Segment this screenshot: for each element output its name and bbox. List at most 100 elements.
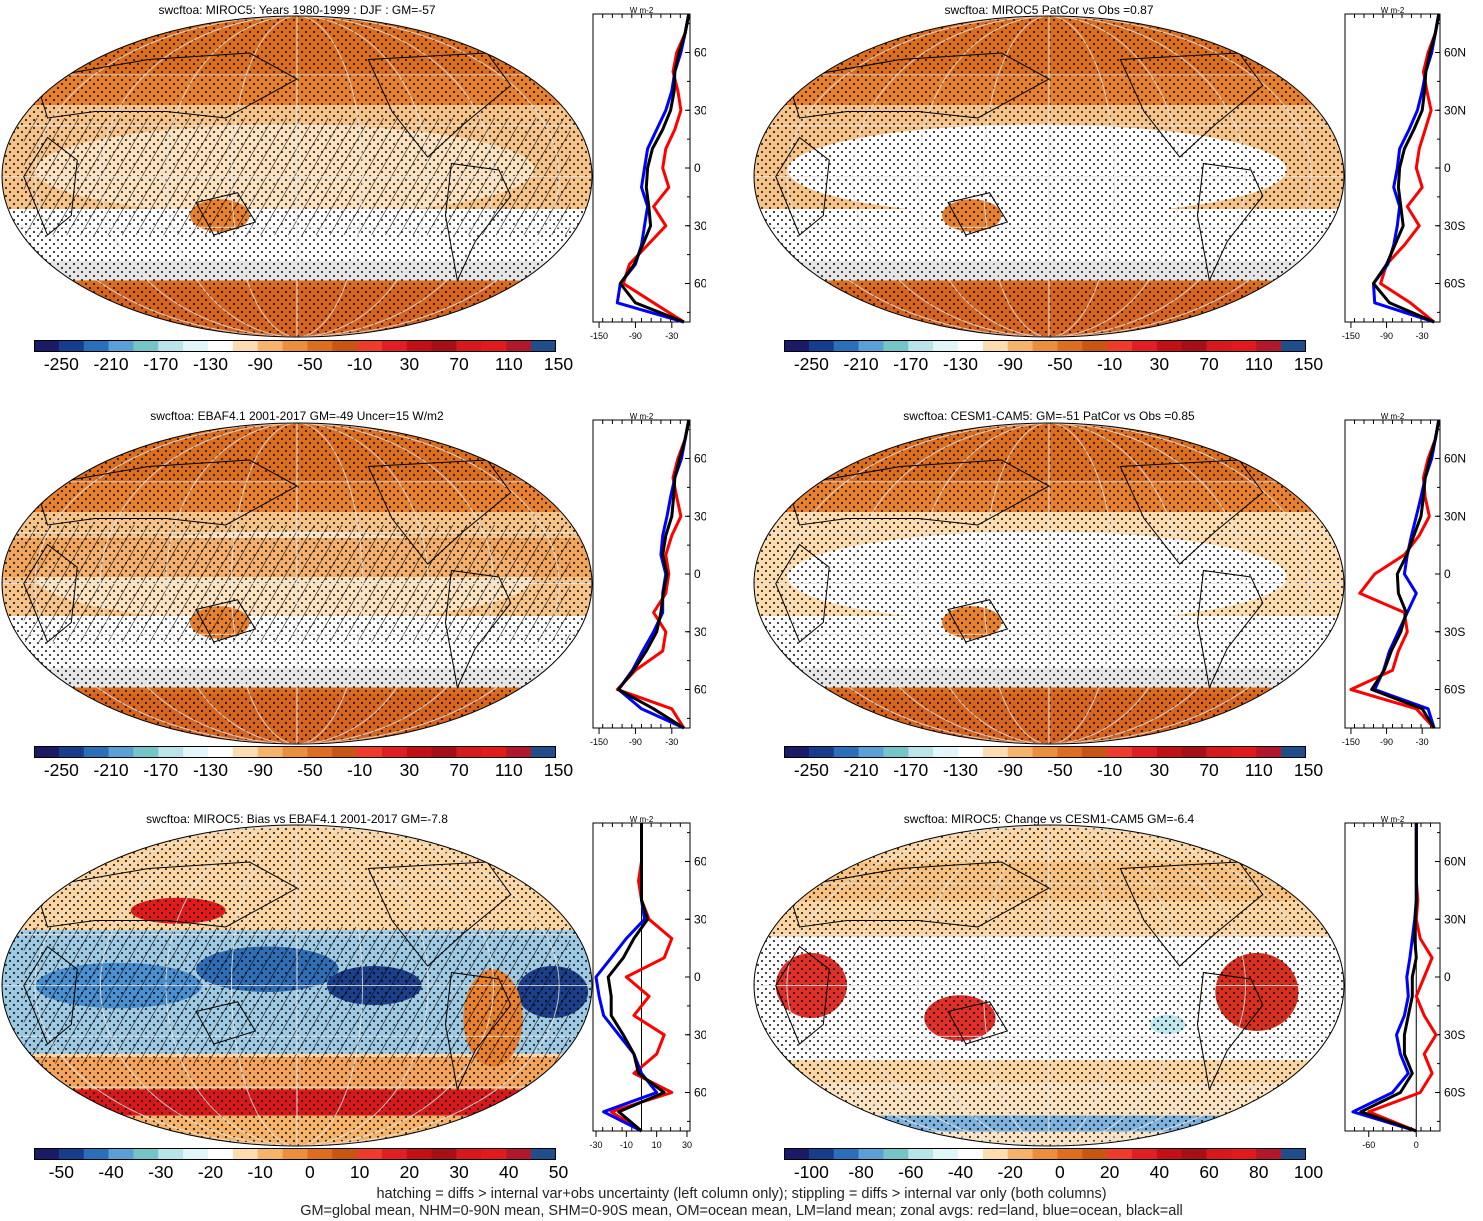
- colorbar-tick-label: 150: [543, 760, 574, 780]
- colorbar-tick-label: -10: [1096, 354, 1123, 374]
- colorbar-tick-label: -10: [346, 760, 373, 780]
- lat-tick-label: 30S: [694, 625, 706, 639]
- lat-tick-label: 60N: [1444, 46, 1466, 60]
- colorbar-bin: [1007, 746, 1033, 758]
- colorbar-tick-label: -100: [793, 1162, 829, 1182]
- colorbar-tick-label: 40: [499, 1162, 519, 1182]
- colorbar-tick-label: -130: [192, 760, 228, 780]
- zonal-series-land: [621, 13, 691, 324]
- colorbar-bin: [1032, 340, 1058, 352]
- colorbar-bin: [232, 340, 259, 352]
- colorbar-bin: [208, 340, 234, 352]
- colorbar-bin: [1156, 1148, 1183, 1160]
- colorbar-bin: [833, 340, 859, 352]
- colorbar-bin: [58, 1148, 85, 1160]
- x-tick-label: 30: [682, 1140, 692, 1150]
- panel-2-title: swcftoa: MIROC5 PatCor vs Obs =0.87: [944, 3, 1154, 17]
- colorbar-bin: [784, 746, 810, 758]
- colorbar-bin: [1181, 340, 1207, 352]
- colorbar-tick-label: 150: [1293, 760, 1324, 780]
- lat-tick-label: 60S: [694, 683, 706, 697]
- colorbar-bin: [257, 1148, 283, 1160]
- panel-2-colorbar: [784, 340, 1306, 352]
- zonal-series-all: [1370, 419, 1441, 729]
- colorbar-tick-label: 70: [1199, 354, 1219, 374]
- colorbar-tick-label: 30: [1149, 354, 1170, 374]
- colorbar-bin: [982, 340, 1009, 352]
- colorbar-bin: [58, 746, 85, 758]
- lat-tick-label: 60S: [694, 277, 706, 291]
- panel-5-title: swcftoa: MIROC5: Bias vs EBAF4.1 2001-20…: [146, 812, 448, 826]
- colorbar-tick-label: -50: [297, 354, 323, 374]
- colorbar-bin: [456, 746, 482, 758]
- lat-tick-label: 60S: [1444, 277, 1465, 291]
- lat-tick-label: 30S: [1444, 1028, 1465, 1042]
- colorbar-bin: [108, 746, 134, 758]
- colorbar-bin: [808, 1148, 835, 1160]
- colorbar-bin: [183, 1148, 209, 1160]
- x-tick-label: 0: [1414, 1140, 1419, 1150]
- colorbar-tick-label: 30: [399, 354, 420, 374]
- colorbar-bin: [908, 746, 934, 758]
- colorbar-bin: [1181, 746, 1207, 758]
- colorbar-bin: [83, 1148, 109, 1160]
- lat-tick-label: 30N: [694, 103, 706, 117]
- colorbar-bin: [1231, 1148, 1257, 1160]
- colorbar-tick-label: 70: [449, 760, 469, 780]
- lat-tick-label: 30N: [694, 912, 706, 926]
- x-tick-label: -90: [1380, 737, 1393, 747]
- colorbar-bin: [1231, 340, 1257, 352]
- panel-4-map: [753, 422, 1345, 745]
- footer-line-1: hatching = diffs > internal var+obs unce…: [376, 1186, 1107, 1202]
- panel-1-title: swcftoa: MIROC5: Years 1980-1999 : DJF :…: [158, 3, 436, 17]
- x-tick-label: -150: [590, 737, 608, 747]
- panel-3-title: swcftoa: EBAF4.1 2001-2017 GM=-49 Uncer=…: [150, 409, 444, 423]
- colorbar-bin: [382, 1148, 408, 1160]
- colorbar-bin: [1057, 1148, 1083, 1160]
- lat-tick-label: 0: [1444, 567, 1451, 581]
- zonal-unit-label: W m-2: [630, 412, 654, 421]
- colorbar-bin: [883, 340, 909, 352]
- colorbar-bin: [1132, 746, 1158, 758]
- colorbar-bin: [83, 340, 109, 352]
- panel-1-colorbar: [34, 340, 556, 352]
- x-tick-label: -90: [1380, 331, 1393, 341]
- colorbar-bin: [808, 340, 835, 352]
- colorbar-bin: [257, 340, 283, 352]
- colorbar-bin: [481, 746, 507, 758]
- panel-1-zonal-plot: W m-2 -150 -90 -30 60N 30N 0 30S 60S: [590, 6, 706, 341]
- colorbar-bin: [133, 746, 159, 758]
- x-tick-label: 10: [652, 1140, 662, 1150]
- lat-tick-label: 30S: [694, 1028, 706, 1042]
- x-tick-label: -90: [629, 737, 642, 747]
- colorbar-bin: [958, 1148, 984, 1160]
- zonal-unit-label: W m-2: [1381, 412, 1405, 421]
- colorbar-bin: [431, 340, 457, 352]
- colorbar-tick-label: 30: [1149, 760, 1170, 780]
- colorbar-tick-label: 110: [494, 354, 523, 374]
- colorbar-tick-label: -250: [793, 354, 829, 374]
- colorbar-tick-label: -130: [192, 354, 228, 374]
- colorbar-bin: [808, 746, 835, 758]
- colorbar-tick-label: -50: [297, 760, 323, 780]
- colorbar-bin: [1156, 340, 1183, 352]
- colorbar-bin: [282, 1148, 308, 1160]
- panel-2-map: [753, 15, 1345, 338]
- colorbar-bin: [34, 1148, 60, 1160]
- colorbar-tick-label: 150: [543, 354, 574, 374]
- lat-tick-label: 60N: [1444, 855, 1466, 869]
- colorbar-tick-label: -170: [143, 354, 179, 374]
- colorbar-bin: [883, 746, 909, 758]
- panel-2-colorbar-labels: -250 -210 -170 -130 -90 -50 -10 30 70 110 150: [784, 354, 1323, 378]
- lat-tick-label: 0: [694, 970, 701, 984]
- panel-1-colorbar-labels: -250 -210 -170 -130 -90 -50 -10 30 70 110 150: [34, 354, 573, 378]
- colorbar-bin: [133, 340, 159, 352]
- colorbar-tick-label: 0: [1055, 1162, 1065, 1182]
- zonal-unit-label: W m-2: [1381, 815, 1405, 824]
- x-tick-label: -150: [1342, 737, 1360, 747]
- panel-3-map: [1, 422, 593, 745]
- colorbar-bin: [1057, 340, 1083, 352]
- colorbar-tick-label: -40: [98, 1162, 124, 1182]
- colorbar-bin: [1107, 340, 1133, 352]
- colorbar-bin: [108, 340, 134, 352]
